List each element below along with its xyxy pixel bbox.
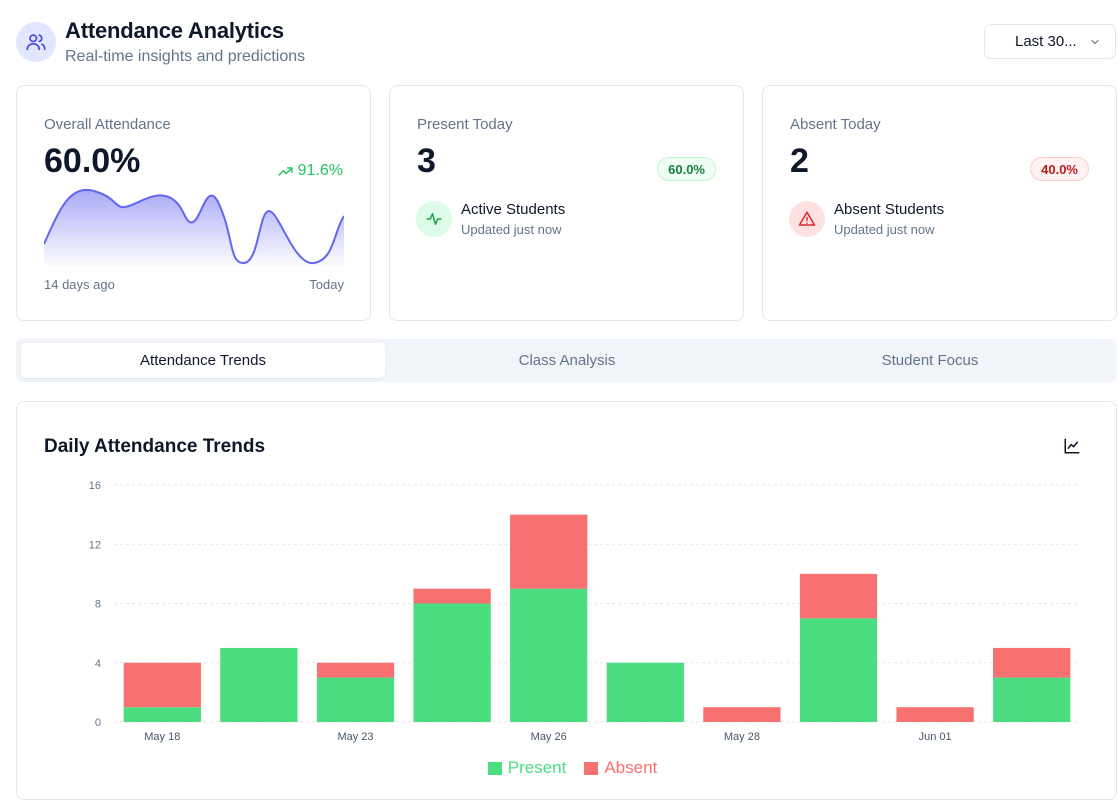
chart-legend: Present Absent bbox=[17, 758, 1118, 778]
overall-attendance-label: Overall Attendance bbox=[44, 116, 171, 133]
date-range-select[interactable]: Last 30... bbox=[984, 24, 1116, 59]
bar-present bbox=[220, 647, 298, 722]
activity-icon bbox=[416, 201, 452, 237]
tab-attendance-trends[interactable]: Attendance Trends bbox=[21, 343, 385, 378]
attendance-sparkline bbox=[44, 188, 344, 266]
legend-present[interactable]: Present bbox=[487, 758, 567, 778]
bar-absent bbox=[413, 588, 491, 604]
present-percent-badge: 60.0% bbox=[657, 157, 716, 181]
date-range-label: Last 30... bbox=[1015, 33, 1077, 50]
absent-students-updated: Updated just now bbox=[834, 222, 935, 237]
sparkline-end-label: Today bbox=[309, 277, 344, 292]
x-tick-label: May 26 bbox=[531, 731, 567, 743]
bar-present bbox=[316, 677, 395, 722]
active-students-updated: Updated just now bbox=[461, 222, 562, 237]
bar-absent bbox=[510, 514, 588, 589]
sparkline-start-label: 14 days ago bbox=[44, 277, 115, 292]
y-tick-label: 8 bbox=[95, 599, 101, 611]
y-tick-label: 0 bbox=[95, 717, 101, 729]
present-today-value: 3 bbox=[417, 142, 436, 180]
chevron-down-icon bbox=[1091, 39, 1099, 45]
absent-today-value: 2 bbox=[790, 142, 809, 180]
x-tick-label: May 23 bbox=[337, 731, 373, 743]
overall-attendance-card: Overall Attendance 60.0% 91.6% 14 days a… bbox=[16, 85, 371, 321]
page-subtitle: Real-time insights and predictions bbox=[65, 48, 306, 65]
users-icon bbox=[16, 22, 56, 62]
bar-present bbox=[413, 603, 491, 722]
legend-present-swatch bbox=[487, 761, 502, 775]
page-header: Attendance Analytics Real-time insights … bbox=[16, 18, 1118, 68]
legend-present-label: Present bbox=[507, 758, 567, 777]
line-chart-icon[interactable] bbox=[1063, 437, 1081, 455]
present-today-label: Present Today bbox=[417, 116, 513, 133]
present-today-card: Present Today 3 60.0% Active Students Up… bbox=[389, 85, 744, 321]
legend-absent[interactable]: Absent bbox=[584, 758, 657, 778]
bar-present bbox=[799, 618, 878, 722]
daily-attendance-chart-card: Daily Attendance Trends 0 4 8 12 16 May 18 May… bbox=[16, 401, 1117, 800]
y-tick-label: 12 bbox=[89, 539, 101, 551]
bar-absent bbox=[799, 573, 878, 619]
bar-present bbox=[510, 588, 588, 722]
x-tick-label: Jun 01 bbox=[919, 731, 952, 743]
bar-absent bbox=[316, 662, 395, 678]
absent-percent-badge: 40.0% bbox=[1030, 157, 1089, 181]
bar-absent bbox=[896, 707, 974, 722]
overall-attendance-value: 60.0% bbox=[44, 142, 141, 180]
alert-triangle-icon bbox=[789, 201, 825, 237]
trending-up-icon bbox=[278, 166, 293, 176]
absent-today-card: Absent Today 2 40.0% Absent Students Upd… bbox=[762, 85, 1117, 321]
bar-absent bbox=[993, 647, 1071, 678]
overall-trend: 91.6% bbox=[277, 162, 343, 180]
y-tick-label: 4 bbox=[95, 658, 101, 670]
bar-present bbox=[606, 662, 684, 722]
daily-attendance-bar-chart: 0 4 8 12 16 May 18 May 23 May 26 May 28 Jun 01 bbox=[89, 480, 1080, 743]
bar-present bbox=[993, 677, 1071, 722]
x-tick-label: May 28 bbox=[724, 731, 760, 743]
bar-absent bbox=[123, 662, 201, 708]
absent-students-title: Absent Students bbox=[834, 201, 945, 218]
analytics-tabs: Attendance Trends Class Analysis Student… bbox=[16, 339, 1117, 382]
chart-title: Daily Attendance Trends bbox=[44, 436, 266, 457]
tab-student-focus[interactable]: Student Focus bbox=[881, 352, 979, 369]
bar-present bbox=[123, 707, 201, 722]
x-tick-label: May 18 bbox=[144, 731, 180, 743]
y-tick-label: 16 bbox=[89, 480, 101, 492]
legend-absent-swatch bbox=[584, 761, 599, 775]
active-students-title: Active Students bbox=[461, 201, 566, 218]
bar-absent bbox=[703, 707, 781, 722]
page-title: Attendance Analytics bbox=[65, 18, 284, 43]
overall-trend-value: 91.6% bbox=[297, 162, 343, 179]
absent-today-label: Absent Today bbox=[790, 116, 881, 133]
legend-absent-label: Absent bbox=[604, 758, 658, 777]
tab-class-analysis[interactable]: Class Analysis bbox=[518, 352, 616, 369]
